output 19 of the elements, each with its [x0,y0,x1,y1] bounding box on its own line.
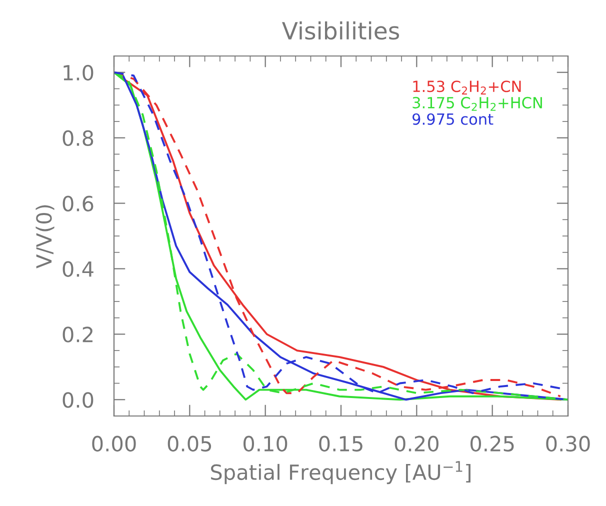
x-tick-label: 0.15 [319,436,362,452]
x-tick-label: 0.25 [470,436,514,452]
x-tick-label: 0.10 [244,436,288,452]
x-tick-label: 0.30 [546,436,590,452]
x-tick-label: 0.05 [168,436,212,452]
x-axis-title: Spatial Frequency [AU$^{−1}$] [211,461,470,484]
y-tick-label: 0.2 [62,326,92,342]
y-tick-label: 0.6 [62,196,94,212]
y-tick-label: 1.0 [64,64,94,81]
text: 3.175 C$_{2}$H$_{2}$+HCN [412,96,542,111]
y-tick-label: 0.4 [62,261,94,277]
text: 9.975 cont [412,113,494,125]
x-tick-label: 0.00 [92,436,136,452]
y-tick-label: 0.0 [62,392,94,408]
x-tick-label: 0.20 [394,436,438,452]
text: 1.53 C$_{2}$H$_{2}$+CN [413,80,521,94]
chart-title: Visibilities [282,21,400,40]
y-tick-label: 0.8 [62,130,94,146]
y-axis-title: V/V(0) [36,205,54,268]
